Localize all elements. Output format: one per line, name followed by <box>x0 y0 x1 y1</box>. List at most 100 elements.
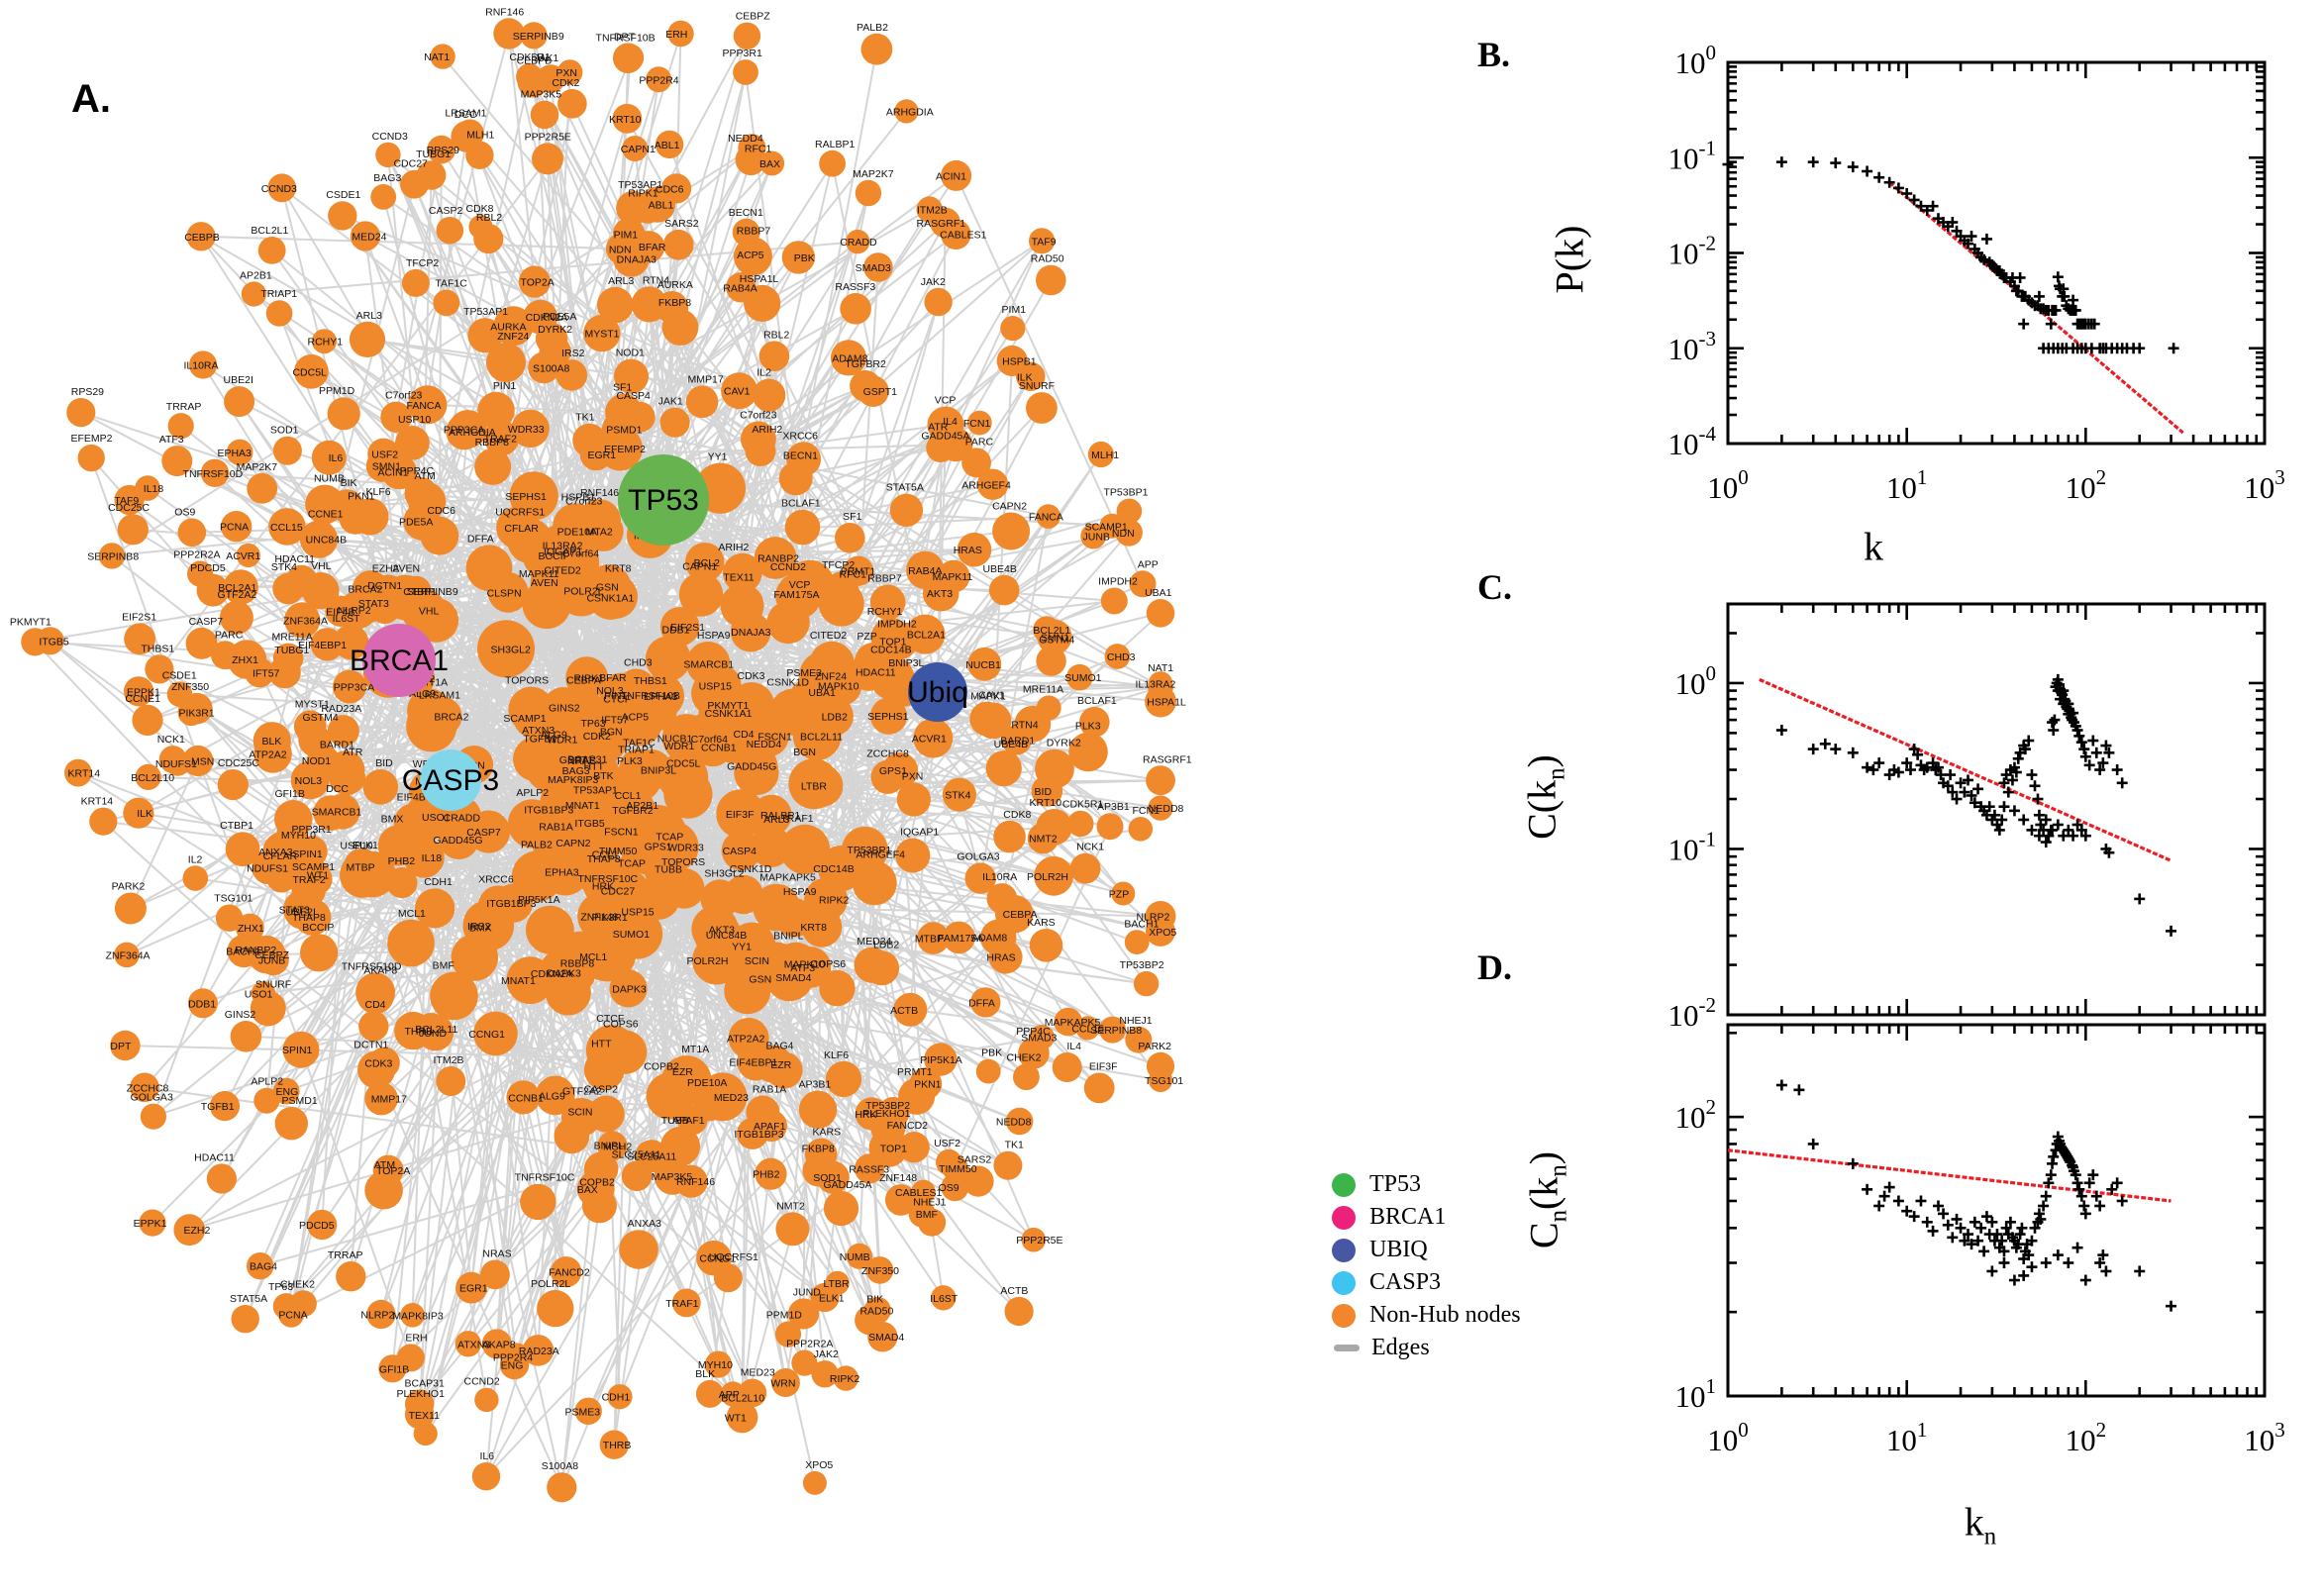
legend-label: TP53 <box>1369 1171 1422 1197</box>
gene-label: IL4 <box>1066 1041 1081 1052</box>
gene-label: AP2B1 <box>240 269 272 281</box>
plot-panel-d: 100 101 102 103 102 101 <box>1675 1023 2285 1457</box>
legend-item-tp53: TP53 <box>1332 1168 1521 1201</box>
gene-label: MAPKAPK5 <box>1045 1017 1101 1029</box>
gene-label: CABLES1 <box>940 230 986 242</box>
gene-label: GTF2A2 <box>562 1086 602 1098</box>
legend-label: CASP3 <box>1369 1269 1442 1295</box>
gene-label: UBA1 <box>808 687 836 699</box>
gene-label: KRT8 <box>605 562 632 574</box>
gene-label: SF1 <box>613 382 632 394</box>
network-node <box>257 237 286 264</box>
gene-label: CDK8 <box>1003 809 1031 821</box>
network-node <box>77 444 105 472</box>
gene-label: NOD1 <box>302 755 331 767</box>
gene-label: TAF9 <box>1032 236 1057 248</box>
gene-label: JAK1 <box>534 52 558 64</box>
gene-label: EIF2S1 <box>122 611 156 623</box>
hub-label-tp53: TP53 <box>628 484 699 517</box>
gene-label: SEPHS1 <box>867 711 909 723</box>
network-node <box>224 386 255 418</box>
gene-label: PKMYT1 <box>707 700 749 712</box>
network-node <box>1133 970 1160 997</box>
gene-label: ARL3 <box>356 310 382 322</box>
gene-label: JUND <box>793 1286 821 1298</box>
gene-label: CDC5L <box>666 758 701 770</box>
gene-label: DFFA <box>968 997 995 1009</box>
gene-label: EIF3F <box>1089 1061 1118 1073</box>
gene-label: RAB1A <box>539 822 572 834</box>
gene-label: IFT57 <box>601 715 629 727</box>
gene-label: STK4 <box>271 561 297 573</box>
gene-label: RAB4A <box>908 565 942 577</box>
network-node <box>985 750 1022 787</box>
gene-label: IL13RA2 <box>543 541 583 552</box>
gene-label: AKT3 <box>709 924 735 936</box>
gene-label: IL10RA <box>183 360 218 372</box>
gene-label: THBS1 <box>634 675 667 687</box>
gene-label: IMPDH2 <box>877 619 917 631</box>
network-node <box>520 1183 556 1221</box>
gene-label: CHD3 <box>624 657 653 669</box>
network-node <box>433 289 460 317</box>
gene-label: TNFRSF10D <box>342 960 402 972</box>
gene-label: PPP3R1 <box>723 48 762 59</box>
node-swatch-icon <box>1332 1303 1356 1328</box>
gene-label: CCNE1 <box>308 509 344 521</box>
gene-label: PXN <box>902 770 924 782</box>
gene-label: OS9 <box>939 1182 960 1194</box>
gene-label: IRS2 <box>561 348 585 359</box>
network-node <box>132 704 163 737</box>
network-node <box>436 1066 466 1096</box>
network-node <box>1036 264 1066 296</box>
gene-label: BMF <box>916 1209 938 1221</box>
gene-label: PBK <box>981 1047 1002 1059</box>
network-node <box>401 268 430 297</box>
gene-label: FANCD2 <box>887 1120 929 1132</box>
gene-label: XRCC6 <box>782 430 818 442</box>
gene-label: DPT <box>614 31 636 43</box>
gene-label: KRT14 <box>81 796 114 808</box>
network-node <box>1146 599 1175 628</box>
gene-label: PPM1D <box>319 385 355 397</box>
gene-label: WT1 <box>307 870 329 882</box>
network-node <box>1083 1072 1115 1104</box>
gene-label: SCAMP1 <box>503 713 546 725</box>
gene-label: PKMYT1 <box>10 616 51 628</box>
gene-label: MLH1 <box>466 130 494 142</box>
data-points <box>1722 156 2179 354</box>
gene-label: NMT2 <box>776 1200 805 1212</box>
gene-label: NLRP2 <box>1136 912 1169 924</box>
gene-label: COPS6 <box>603 1019 639 1031</box>
network-node <box>621 1160 653 1192</box>
gene-label: IL18 <box>422 852 443 864</box>
gene-label: TGFB1 <box>201 1101 235 1113</box>
gene-label: FKBP8 <box>658 297 691 309</box>
gene-label: MT1A <box>681 1044 709 1055</box>
network-node <box>1096 813 1124 841</box>
gene-label: GADD45G <box>727 761 776 773</box>
gene-label: TAF1C <box>623 737 656 748</box>
network-node <box>659 407 690 438</box>
gene-label: MAP2K7 <box>853 168 894 180</box>
gene-label: TK1 <box>1005 1140 1024 1151</box>
network-node <box>114 892 147 925</box>
gene-label: KRT8 <box>800 922 827 934</box>
gene-label: GFI1B <box>275 788 305 800</box>
gene-label: BNIPL <box>773 931 804 943</box>
gene-label: SCAMP1 <box>1085 521 1128 533</box>
network-node <box>387 919 435 967</box>
network-node <box>300 934 339 972</box>
gene-label: KLF6 <box>366 486 391 498</box>
gene-label: SNURF <box>255 979 291 991</box>
network-node <box>225 832 260 867</box>
gene-label: SPIN1 <box>292 848 323 860</box>
gene-label: MSH2 <box>603 1141 632 1152</box>
axis-ticks <box>1726 602 2267 1017</box>
network-edge <box>398 158 549 661</box>
gene-label: JUNB <box>1082 532 1109 544</box>
gene-label: ATF3 <box>159 434 184 446</box>
network-node <box>778 461 813 496</box>
gene-label: TEX11 <box>723 572 754 584</box>
gene-label: C7orf64 <box>691 734 729 746</box>
